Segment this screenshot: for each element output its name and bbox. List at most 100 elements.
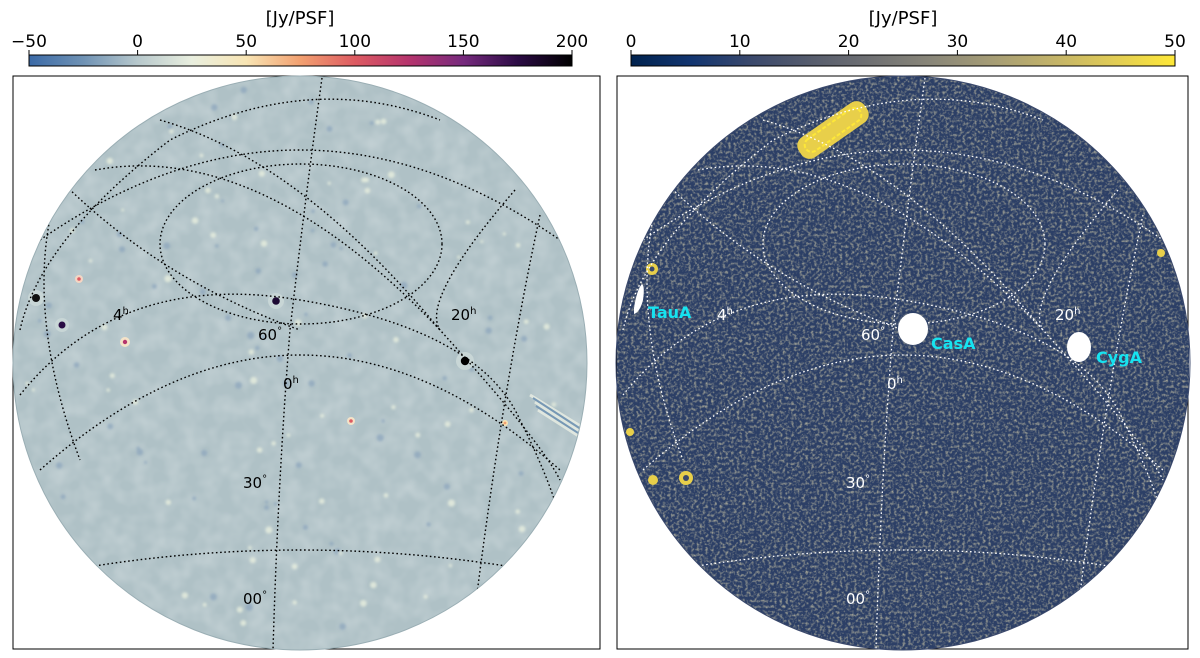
ra-label-4h: 4h xyxy=(113,306,129,324)
sky-speckle xyxy=(192,496,197,501)
sky-speckle xyxy=(339,623,346,630)
masked-sources xyxy=(634,284,1091,362)
colorbar-label: [Jy/PSF] xyxy=(266,8,335,29)
sky-speckle xyxy=(543,323,550,330)
colorbar-tick-label: 50 xyxy=(1164,32,1186,52)
sky-speckle xyxy=(249,557,256,564)
sky-speckle xyxy=(106,157,114,165)
sky-speckle xyxy=(523,319,529,325)
sky-speckle xyxy=(256,447,263,453)
sky-speckle xyxy=(247,331,255,340)
source-labels: TauA CasA CygA xyxy=(648,303,1143,367)
sky-speckle xyxy=(310,228,315,233)
sky-speckle xyxy=(167,124,173,129)
sky-speckle xyxy=(253,226,259,232)
sky-speckle xyxy=(199,153,204,158)
sky-speckle xyxy=(551,402,557,407)
sky-speckle xyxy=(309,99,314,105)
graticule-right xyxy=(622,77,1167,650)
ra-label-20h: 20h xyxy=(451,306,476,324)
colorbar-left xyxy=(28,54,573,67)
sky-speckle xyxy=(444,421,451,428)
sky-speckle xyxy=(258,170,265,177)
dec-label-60: 60° xyxy=(258,326,282,344)
sky-speckle xyxy=(55,462,63,469)
sky-speckle xyxy=(201,449,208,457)
sky-speckle xyxy=(469,367,475,372)
dec-label-00: 00° xyxy=(243,590,267,608)
cyga-mask xyxy=(1067,332,1091,362)
colorbar-tick-label: 40 xyxy=(1055,32,1077,52)
sky-speckle xyxy=(376,434,384,442)
sky-speckle xyxy=(327,181,331,185)
sky-speckle xyxy=(121,208,125,212)
sky-speckle xyxy=(294,319,302,327)
sky-speckle xyxy=(426,522,431,527)
sky-speckle xyxy=(502,232,506,236)
sky-speckle xyxy=(109,373,115,379)
sky-speckle xyxy=(191,217,199,224)
sky-speckle xyxy=(322,261,328,267)
sky-speckle xyxy=(518,525,526,533)
sky-speckle xyxy=(338,551,343,555)
sky-speckle xyxy=(136,448,144,456)
sky-speckle xyxy=(273,502,278,506)
sky-speckle xyxy=(448,563,453,568)
sky-speckle xyxy=(164,275,172,283)
sky-speckle xyxy=(393,336,399,343)
sky-speckle xyxy=(364,177,370,183)
sky-speckle xyxy=(163,242,171,250)
sky-speckle xyxy=(370,581,377,589)
sky-speckle xyxy=(144,460,148,464)
sky-speckle xyxy=(265,526,273,534)
colorbar-ticks-right: 0 10 20 30 40 50 xyxy=(626,32,1186,55)
sky-speckle xyxy=(326,125,333,132)
dec-label-30: 30° xyxy=(243,474,267,492)
sky-speckle xyxy=(79,219,85,224)
sky-speckle xyxy=(235,381,242,389)
sky-speckle xyxy=(165,499,172,506)
colorbar-ticks-left: −50 0 50 100 150 200 xyxy=(11,32,588,55)
sky-speckle xyxy=(330,242,337,248)
sky-speckle xyxy=(415,432,421,438)
sky-speckle xyxy=(373,251,378,256)
rfi-pattern xyxy=(529,393,587,444)
sky-speckle xyxy=(107,423,114,430)
dec-label-60: 60° xyxy=(861,326,885,344)
sky-speckle xyxy=(240,620,247,626)
colorbar-tick-label: 30 xyxy=(947,32,969,52)
colorbar-tick-label: 20 xyxy=(838,32,860,52)
sky-speckle xyxy=(271,441,276,446)
sky-speckle xyxy=(308,380,315,387)
taua-mask xyxy=(634,284,644,314)
graticule-left xyxy=(19,77,564,650)
sky-speckle xyxy=(518,471,524,476)
sky-speckle xyxy=(480,240,484,244)
sky-speckle xyxy=(199,288,206,295)
sky-map-left xyxy=(13,76,587,650)
colorbar-tick-label: −50 xyxy=(11,32,47,52)
sky-speckle xyxy=(380,118,387,125)
colorbar-tick-label: 50 xyxy=(235,32,257,52)
sky-speckle xyxy=(221,199,225,203)
sky-speckle xyxy=(374,556,381,563)
sky-speckle xyxy=(260,240,268,247)
colorbar-right xyxy=(630,54,1176,67)
sky-speckle xyxy=(515,243,521,248)
sky-speckle xyxy=(469,407,474,413)
colorbar-label: [Jy/PSF] xyxy=(869,8,938,29)
sky-speckle xyxy=(443,483,450,490)
bright-artefacts xyxy=(626,101,1165,485)
sky-speckle xyxy=(101,324,108,331)
sky-speckle xyxy=(286,433,291,438)
source-label-casa: CasA xyxy=(931,334,976,353)
colorbar-tick-label: 0 xyxy=(132,32,143,52)
sky-speckle xyxy=(265,500,269,504)
casa-mask xyxy=(898,313,928,345)
sky-speckle xyxy=(136,446,140,450)
ra-label-0h: 0h xyxy=(887,375,903,393)
sky-speckle xyxy=(487,315,493,321)
sky-speckle xyxy=(369,121,374,126)
grid-labels-left: 4h 20h 0h 60° 30° 00° xyxy=(113,306,476,608)
